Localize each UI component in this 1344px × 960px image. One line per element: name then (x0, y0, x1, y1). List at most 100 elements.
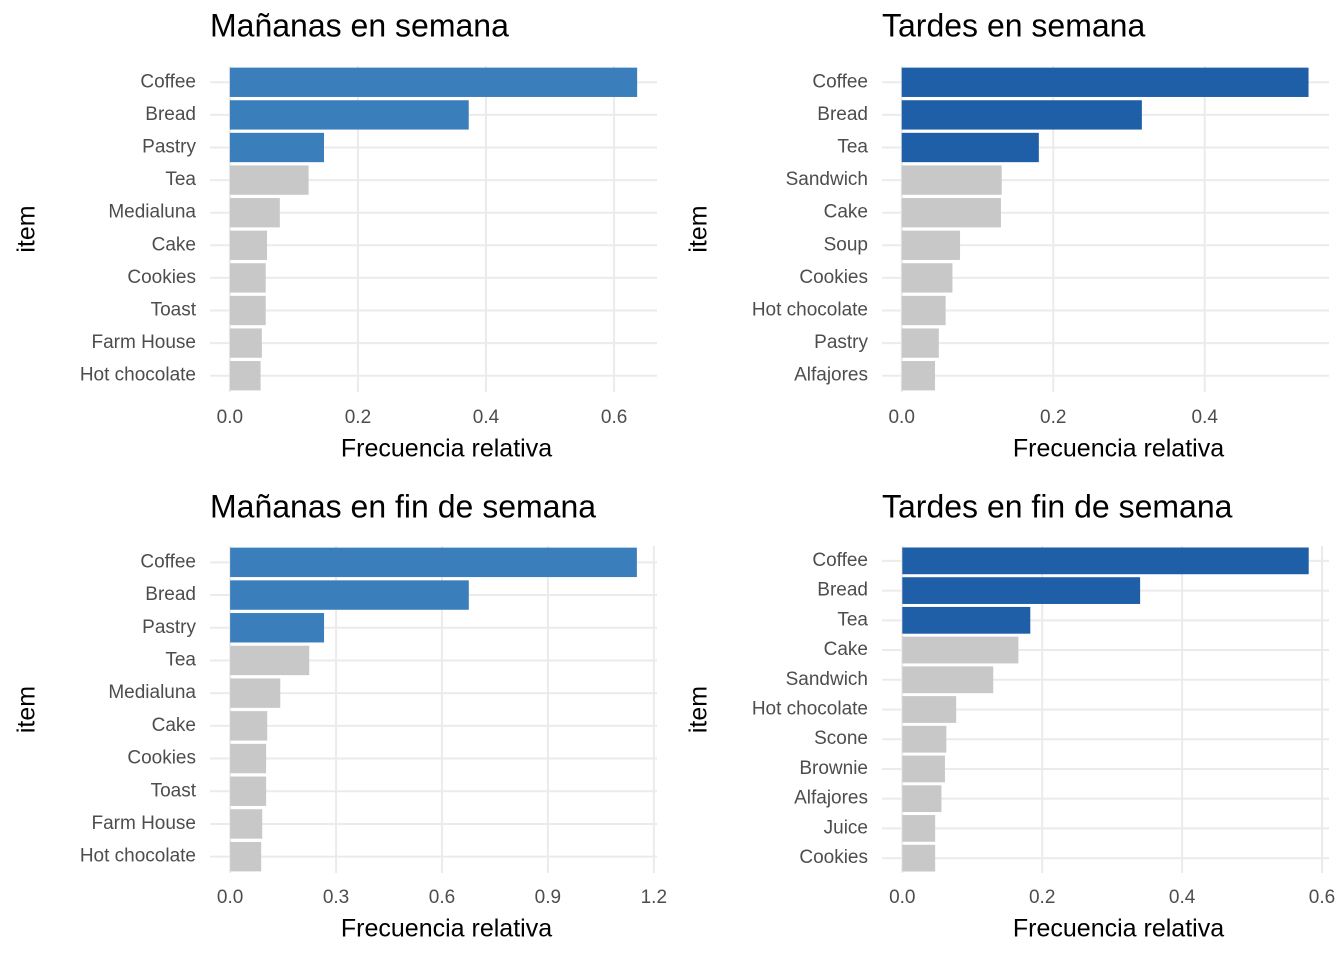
x-tick-label: 0.0 (217, 887, 243, 908)
bar (902, 755, 945, 783)
y-tick-label: Cake (152, 715, 196, 736)
y-tick-label: Juice (824, 817, 868, 838)
bar (901, 361, 936, 391)
panel-title: Tardes en fin de semana (882, 488, 1233, 524)
x-tick-label: 0.0 (217, 407, 243, 428)
bar (229, 361, 261, 391)
y-tick-label: Cookies (127, 748, 196, 769)
y-tick-label: Tea (837, 609, 868, 630)
y-tick-label: Farm House (91, 813, 196, 834)
bar (902, 547, 1309, 575)
y-tick-label: Pastry (814, 332, 868, 353)
y-tick-label: Pastry (142, 617, 196, 638)
y-tick-label: Tea (837, 137, 868, 158)
y-tick-label: Bread (817, 104, 868, 125)
x-tick-label: 0.6 (601, 407, 627, 428)
y-tick-label: Medialuna (108, 202, 196, 223)
bar (902, 696, 957, 723)
bar (902, 666, 994, 694)
x-axis-title: Frecuencia relativa (341, 435, 552, 463)
bar (229, 263, 266, 293)
y-tick-label: Hot chocolate (752, 300, 868, 321)
y-tick-label: Alfajores (794, 365, 868, 386)
x-tick-label: 0.4 (1169, 887, 1196, 908)
y-tick-label: Soup (824, 234, 868, 255)
x-tick-label: 0.6 (1309, 887, 1335, 908)
bar (229, 295, 266, 326)
bar (901, 198, 1001, 228)
x-tick-label: 1.2 (641, 887, 667, 908)
y-tick-label: Coffee (140, 551, 196, 572)
y-tick-label: Hot chocolate (752, 699, 868, 720)
x-axis-title: Frecuencia relativa (1013, 915, 1224, 943)
bar (902, 577, 1141, 604)
y-axis-title: item (685, 686, 713, 733)
bar (229, 100, 469, 130)
bar (902, 785, 942, 813)
bar (229, 132, 324, 163)
y-tick-label: Hot chocolate (80, 846, 196, 867)
y-tick-label: Coffee (812, 71, 868, 92)
y-tick-label: Farm House (91, 332, 196, 353)
bar (901, 132, 1039, 163)
bar (901, 165, 1002, 195)
y-tick-label: Cake (824, 639, 868, 660)
bar (230, 711, 268, 741)
y-tick-label: Alfajores (794, 788, 868, 809)
y-tick-label: Cookies (799, 267, 868, 288)
bar (229, 165, 309, 195)
panel-title: Mañanas en fin de semana (210, 488, 596, 524)
bar (229, 328, 262, 358)
bar (901, 295, 946, 326)
bar (902, 844, 936, 872)
y-tick-label: Sandwich (786, 169, 868, 190)
y-tick-label: Cookies (799, 847, 868, 868)
y-tick-label: Toast (151, 780, 197, 801)
y-tick-label: Cake (152, 234, 196, 255)
bar (230, 547, 637, 578)
y-tick-label: Toast (151, 300, 197, 321)
y-tick-label: Tea (165, 649, 196, 670)
bar (230, 841, 262, 872)
bar (230, 645, 310, 676)
y-tick-label: Hot chocolate (80, 365, 196, 386)
x-tick-label: 0.0 (888, 407, 914, 428)
y-tick-label: Scone (814, 728, 868, 749)
y-tick-label: Bread (817, 580, 868, 601)
bar (230, 678, 281, 708)
bar (230, 613, 325, 643)
bar (901, 328, 939, 358)
x-tick-label: 0.4 (473, 407, 500, 428)
y-tick-label: Medialuna (108, 682, 196, 703)
bar (229, 198, 280, 228)
bar (230, 743, 267, 774)
y-tick-label: Bread (145, 584, 196, 605)
bar (901, 230, 961, 260)
bar (902, 815, 936, 842)
bar (902, 606, 1031, 634)
y-tick-label: Sandwich (786, 669, 868, 690)
bar (229, 67, 638, 97)
x-tick-label: 0.2 (345, 407, 371, 428)
y-tick-label: Brownie (799, 758, 868, 779)
x-tick-label: 0.2 (1029, 887, 1055, 908)
y-tick-label: Coffee (812, 550, 868, 571)
x-tick-label: 0.0 (889, 887, 915, 908)
y-tick-label: Pastry (142, 137, 196, 158)
panel-title: Mañanas en semana (210, 7, 509, 43)
y-tick-label: Cake (824, 202, 868, 223)
x-tick-label: 0.9 (535, 887, 561, 908)
y-tick-label: Tea (165, 169, 196, 190)
bar (902, 636, 1019, 664)
bar (901, 263, 953, 293)
y-tick-label: Bread (145, 104, 196, 125)
x-tick-label: 0.3 (323, 887, 349, 908)
y-tick-label: Coffee (140, 71, 196, 92)
x-tick-label: 0.2 (1040, 407, 1066, 428)
panel-title: Tardes en semana (882, 7, 1145, 43)
bar (230, 580, 469, 610)
x-tick-label: 0.4 (1192, 407, 1219, 428)
bar (229, 230, 267, 260)
bar (230, 809, 263, 839)
